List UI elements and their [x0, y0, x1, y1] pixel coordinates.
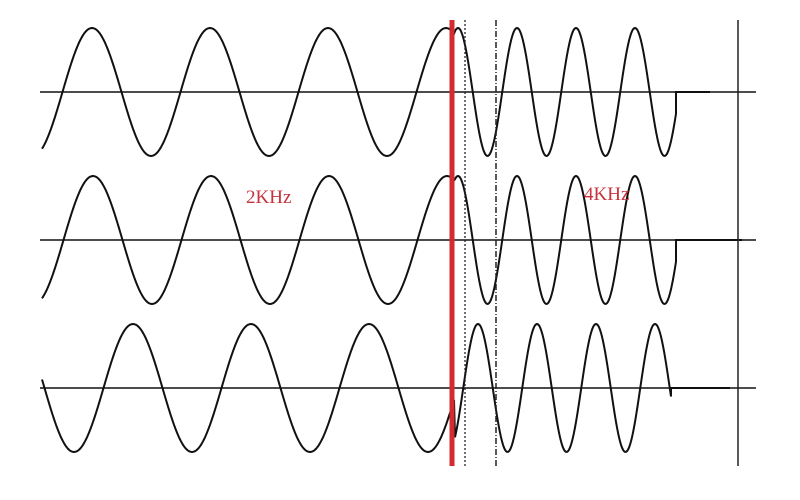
- waveform-1: [41, 26, 710, 158]
- waveform-2: [41, 174, 742, 306]
- label-4khz: 4KHz: [584, 184, 629, 205]
- waveform-3: [41, 322, 730, 454]
- label-2khz: 2KHz: [246, 187, 291, 208]
